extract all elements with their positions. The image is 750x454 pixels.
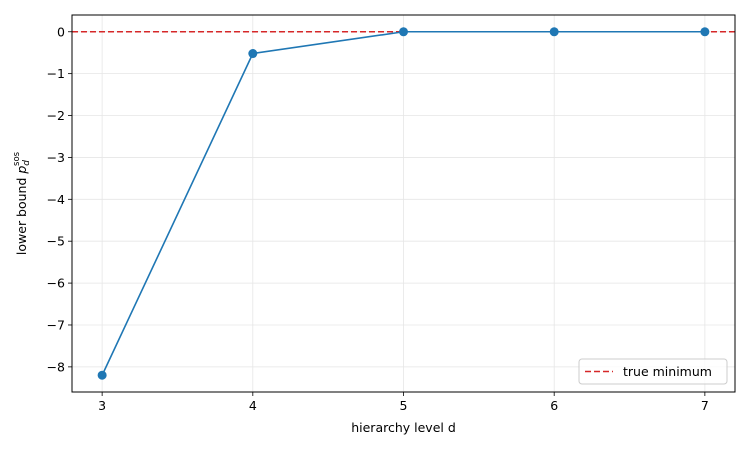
data-point xyxy=(700,27,710,37)
x-axis-ticks: 3 4 5 6 7 xyxy=(98,392,709,413)
y-tick-label: −5 xyxy=(47,234,65,249)
series-layer xyxy=(97,27,710,380)
x-tick-label: 5 xyxy=(400,398,408,413)
x-tick-label: 7 xyxy=(701,398,709,413)
x-axis-label: hierarchy level d xyxy=(351,420,456,435)
y-tick-label: −1 xyxy=(47,66,65,81)
y-tick-label: −4 xyxy=(47,192,65,207)
y-axis-ticks: 0 −1 −2 −3 −4 −5 −6 −7 −8 xyxy=(47,24,72,374)
y-tick-label: −2 xyxy=(47,108,65,123)
y-tick-label: −7 xyxy=(47,317,65,332)
x-tick-label: 4 xyxy=(249,398,257,413)
legend-label-true-minimum: true minimum xyxy=(623,364,712,379)
grid xyxy=(72,15,735,392)
y-axis-label-symbol: p xyxy=(14,166,29,175)
y-tick-label: −3 xyxy=(47,150,65,165)
data-point xyxy=(549,27,559,37)
x-tick-label: 6 xyxy=(550,398,558,413)
y-axis-label-subscript: d xyxy=(22,160,32,166)
x-tick-label: 3 xyxy=(98,398,106,413)
y-axis-label-superscript: sos xyxy=(12,151,22,166)
y-axis-label-prefix: lower bound xyxy=(14,174,29,255)
legend-box xyxy=(578,358,728,385)
y-tick-label: 0 xyxy=(57,24,65,39)
data-point xyxy=(97,370,107,380)
data-point xyxy=(399,27,408,37)
y-axis-label: lower bound pdsos xyxy=(12,151,32,255)
data-point xyxy=(248,49,258,59)
y-tick-label: −8 xyxy=(47,359,65,374)
legend: true minimum xyxy=(578,358,728,385)
y-tick-label: −6 xyxy=(47,276,65,291)
